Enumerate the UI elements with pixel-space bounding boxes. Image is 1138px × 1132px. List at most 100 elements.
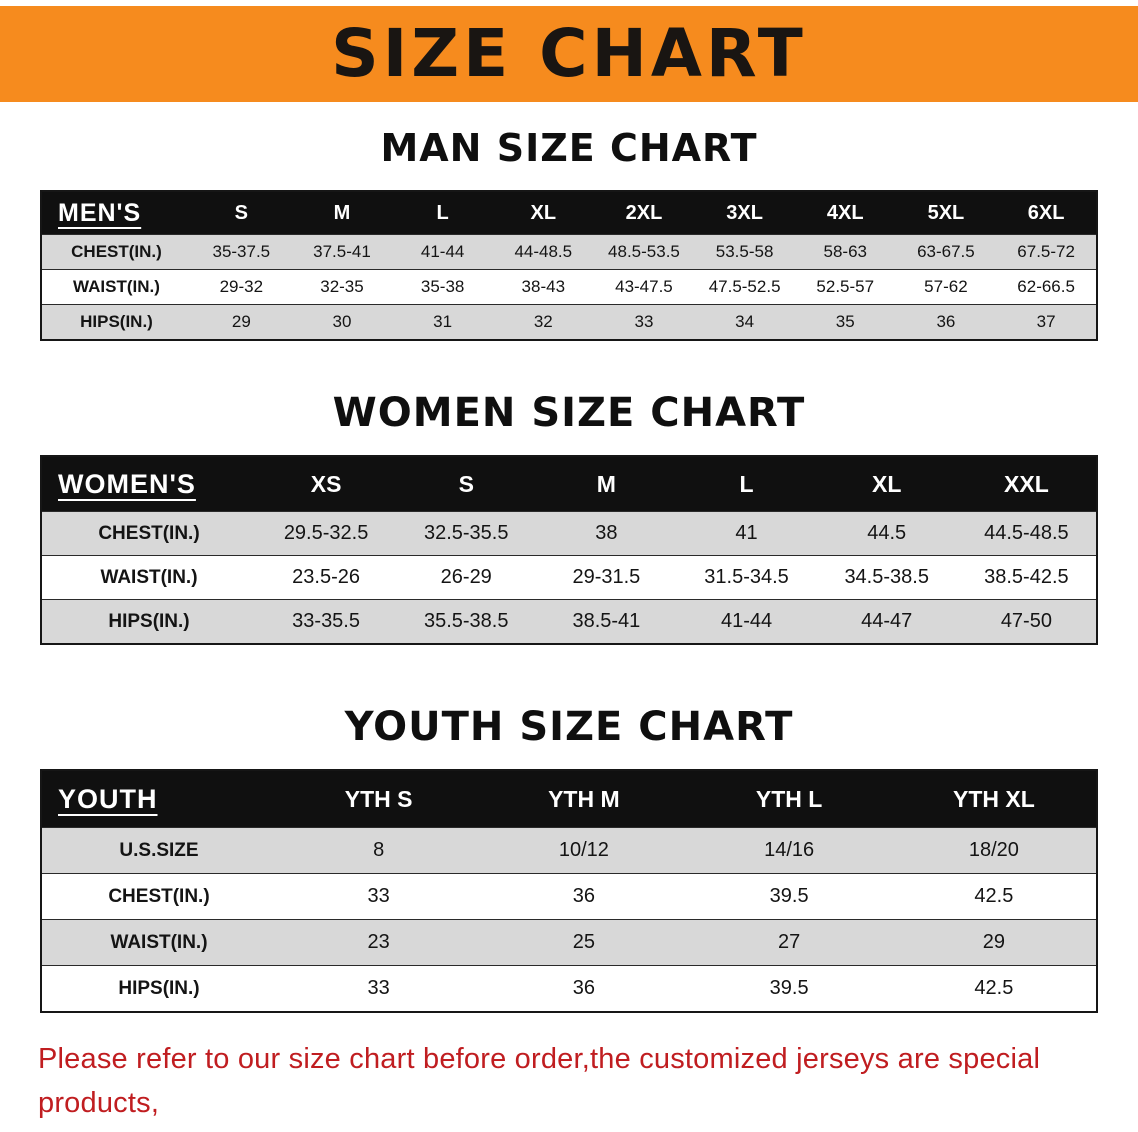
value-cell: 33 <box>367 885 390 908</box>
table-header-cell: YTH XL <box>891 769 1097 828</box>
note-line-1: Please refer to our size chart before or… <box>38 1042 1041 1119</box>
value-cell: 31 <box>433 312 453 332</box>
value-cell: 38.5-41 <box>572 610 641 633</box>
value-cell: 27 <box>778 931 801 954</box>
value-cell: 8 <box>373 839 385 862</box>
row-label-cell: U.S.SIZE <box>119 839 199 861</box>
table-header-cell: S <box>191 190 292 235</box>
value-cell: 36 <box>572 885 595 908</box>
value-cell: 33 <box>367 977 390 1000</box>
table-row: WAIST(IN.) 29-32 32-35 35-38 38-43 43-47.5 47.… <box>41 269 1097 305</box>
table-header-cell: M <box>536 455 677 512</box>
table-header-cell: XL <box>492 190 594 235</box>
table-header-label: MEN'S <box>41 190 191 235</box>
table-header-row: WOMEN'S XS S M L XL XXL <box>41 455 1097 512</box>
table-row: HIPS(IN.) 29 30 31 32 33 34 35 36 37 <box>41 304 1097 340</box>
value-cell: 34.5-38.5 <box>844 566 929 589</box>
table-header-cell: S <box>396 455 537 512</box>
section-title-youth: YOUTH SIZE CHART <box>344 703 794 750</box>
value-cell: 42.5 <box>974 885 1014 908</box>
table-header-cell: YTH M <box>481 769 687 828</box>
value-cell: 67.5-72 <box>1017 242 1075 262</box>
table-row: CHEST(IN.) 35-37.5 37.5-41 41-44 44-48.5 48.5… <box>41 234 1097 270</box>
row-label-cell: WAIST(IN.) <box>110 931 208 953</box>
womens-size-table: WOMEN'S XS S M L XL XXL CHEST(IN.) 29.5-32.5 32.5… <box>40 454 1098 645</box>
table-header-cell: 2XL <box>593 190 695 235</box>
value-cell: 41 <box>735 522 758 545</box>
value-cell: 29-31.5 <box>572 566 641 589</box>
value-cell: 29-32 <box>219 277 264 297</box>
value-cell: 38.5-42.5 <box>984 566 1069 589</box>
table-header-row: YOUTH YTH S YTH M YTH L YTH XL <box>41 769 1097 828</box>
value-cell: 39.5 <box>769 885 809 908</box>
value-cell: 32 <box>533 312 553 332</box>
table-header-cell: XS <box>256 455 397 512</box>
value-cell: 38-43 <box>521 277 566 297</box>
value-cell: 35.5-38.5 <box>423 610 509 633</box>
table-row: HIPS(IN.) 33 36 39.5 42.5 <box>41 965 1097 1012</box>
value-cell: 10/12 <box>558 839 609 862</box>
table-row: CHEST(IN.) 33 36 39.5 42.5 <box>41 873 1097 920</box>
table-header-cell: XL <box>816 455 957 512</box>
value-cell: 29 <box>982 931 1005 954</box>
row-label-cell: CHEST(IN.) <box>71 242 162 262</box>
value-cell: 47.5-52.5 <box>708 277 781 297</box>
page-title: SIZE CHART <box>331 15 807 92</box>
value-cell: 47-50 <box>1000 610 1052 633</box>
section-men: MAN SIZE CHART MEN'S S M L XL 2XL 3XL 4XL 5XL 6XL… <box>0 126 1138 341</box>
value-cell: 32-35 <box>320 277 364 297</box>
row-label-cell: CHEST(IN.) <box>108 885 210 907</box>
row-label-cell: HIPS(IN.) <box>108 610 190 632</box>
table-row: WAIST(IN.) 23 25 27 29 <box>41 919 1097 966</box>
table-row: HIPS(IN.) 33-35.5 35.5-38.5 38.5-41 41-44 44-… <box>41 599 1097 644</box>
value-cell: 33-35.5 <box>292 610 360 633</box>
row-label-cell: WAIST(IN.) <box>100 566 198 588</box>
value-cell: 48.5-53.5 <box>608 242 680 262</box>
table-header-cell: L <box>676 455 817 512</box>
value-cell: 35-37.5 <box>212 242 271 262</box>
value-cell: 52.5-57 <box>816 277 875 297</box>
value-cell: 18/20 <box>968 839 1019 862</box>
table-header-cell: YTH L <box>686 769 892 828</box>
value-cell: 62-66.5 <box>1017 277 1075 297</box>
value-cell: 37 <box>1036 312 1056 332</box>
table-header-cell: 3XL <box>694 190 795 235</box>
row-label-cell: HIPS(IN.) <box>118 977 200 999</box>
table-row: U.S.SIZE 8 10/12 14/16 18/20 <box>41 827 1097 874</box>
banner: SIZE CHART <box>0 6 1138 102</box>
value-cell: 34 <box>735 312 755 332</box>
section-youth: YOUTH SIZE CHART YOUTH YTH S YTH M YTH L YTH… <box>0 705 1138 1013</box>
value-cell: 35 <box>835 312 855 332</box>
value-cell: 44.5-48.5 <box>984 522 1069 545</box>
row-label-cell: WAIST(IN.) <box>73 277 160 297</box>
row-label-cell: HIPS(IN.) <box>80 312 153 332</box>
table-header-cell: 4XL <box>794 190 896 235</box>
table-header-cell: L <box>392 190 493 235</box>
table-header-cell: YTH S <box>276 769 482 828</box>
note-line-2: we don't accept cancel, change, teturn o… <box>38 1125 1100 1132</box>
value-cell: 36 <box>936 312 956 332</box>
table-header-label: YOUTH <box>41 769 276 828</box>
table-header-cell: XXL <box>956 455 1097 512</box>
value-cell: 33 <box>634 312 654 332</box>
value-cell: 30 <box>332 312 352 332</box>
value-cell: 37.5-41 <box>313 242 371 262</box>
section-title-men: MAN SIZE CHART <box>380 126 758 170</box>
value-cell: 29 <box>231 312 251 332</box>
value-cell: 41-44 <box>420 242 465 262</box>
row-label-cell: CHEST(IN.) <box>98 522 200 544</box>
value-cell: 42.5 <box>974 977 1014 1000</box>
table-header-cell: 5XL <box>895 190 997 235</box>
value-cell: 57-62 <box>924 277 968 297</box>
table-row: WAIST(IN.) 23.5-26 26-29 29-31.5 31.5-34.5 34… <box>41 555 1097 600</box>
value-cell: 44.5 <box>867 522 907 545</box>
value-cell: 25 <box>572 931 595 954</box>
value-cell: 29.5-32.5 <box>283 522 369 545</box>
value-cell: 14/16 <box>764 839 815 862</box>
value-cell: 38 <box>595 522 618 545</box>
value-cell: 32.5-35.5 <box>423 522 509 545</box>
table-header-cell: M <box>291 190 393 235</box>
table-header-row: MEN'S S M L XL 2XL 3XL 4XL 5XL 6XL <box>41 190 1097 235</box>
value-cell: 58-63 <box>823 242 867 262</box>
